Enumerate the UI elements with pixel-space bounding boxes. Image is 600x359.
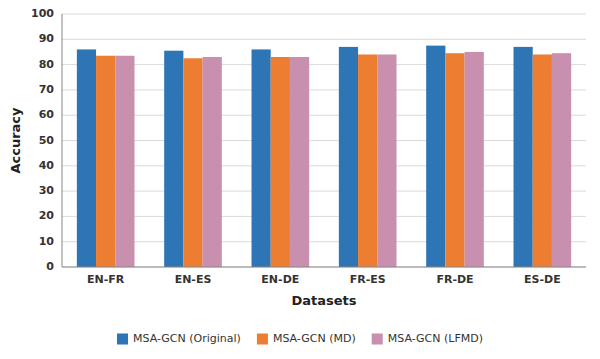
legend-label: MSA-GCN (LFMD) bbox=[388, 332, 483, 345]
x-axis-line bbox=[62, 267, 586, 268]
y-axis-line bbox=[62, 14, 63, 267]
grid-line bbox=[62, 267, 586, 268]
x-tick-label: EN-ES bbox=[175, 273, 212, 286]
bar bbox=[252, 49, 271, 267]
y-tick-label: 80 bbox=[39, 58, 55, 71]
bar bbox=[115, 56, 134, 267]
legend: MSA-GCN (Original) MSA-GCN (MD) MSA-GCN (L… bbox=[117, 332, 483, 345]
grid-line bbox=[62, 140, 586, 141]
bar bbox=[203, 57, 222, 267]
grid bbox=[62, 14, 586, 267]
grid-line bbox=[62, 191, 586, 192]
y-tick-label: 60 bbox=[39, 108, 55, 121]
legend-item: MSA-GCN (LFMD) bbox=[372, 332, 483, 345]
bar bbox=[96, 56, 115, 267]
bar bbox=[183, 58, 202, 267]
y-tick-label: 50 bbox=[39, 134, 55, 147]
y-tick-label: 10 bbox=[39, 235, 55, 248]
y-tick-label: 30 bbox=[39, 184, 55, 197]
bar bbox=[377, 54, 396, 267]
legend-swatch bbox=[257, 334, 268, 345]
grid-line bbox=[62, 89, 586, 90]
grid-line bbox=[62, 165, 586, 166]
bar bbox=[271, 57, 290, 267]
y-tick-label: 0 bbox=[46, 260, 54, 273]
bar bbox=[533, 54, 552, 267]
x-tick-label: EN-DE bbox=[261, 273, 299, 286]
x-tick-label: EN-FR bbox=[87, 273, 125, 286]
grid-line bbox=[62, 14, 586, 15]
x-axis-label: Datasets bbox=[291, 293, 356, 308]
bar bbox=[552, 53, 571, 267]
grid-line bbox=[62, 39, 586, 40]
bars bbox=[77, 46, 571, 267]
y-tick-label: 20 bbox=[39, 209, 55, 222]
bar bbox=[358, 54, 377, 267]
x-tick-label: FR-ES bbox=[350, 273, 386, 286]
grid-line bbox=[62, 115, 586, 116]
bar bbox=[339, 47, 358, 267]
y-axis-label: Accuracy bbox=[8, 107, 23, 174]
grid-line bbox=[62, 64, 586, 65]
bar bbox=[164, 51, 183, 267]
legend-item: MSA-GCN (Original) bbox=[117, 332, 241, 345]
legend-swatch bbox=[117, 334, 128, 345]
x-tick-label: ES-DE bbox=[524, 273, 561, 286]
legend-label: MSA-GCN (Original) bbox=[133, 332, 241, 345]
chart: 0 10 20 30 40 50 60 70 80 90 100 EN-FR EN-ES EN-DE FR-… bbox=[0, 0, 600, 359]
grid-line bbox=[62, 216, 586, 217]
legend-swatch bbox=[372, 334, 383, 345]
bar bbox=[290, 57, 309, 267]
legend-label: MSA-GCN (MD) bbox=[273, 332, 356, 345]
bar bbox=[514, 47, 533, 267]
y-tick-label: 100 bbox=[31, 7, 54, 20]
bar bbox=[77, 49, 96, 267]
legend-item: MSA-GCN (MD) bbox=[257, 332, 356, 345]
grid-line bbox=[62, 241, 586, 242]
bar bbox=[426, 46, 445, 267]
x-tick-label: FR-DE bbox=[436, 273, 473, 286]
y-tick-label: 90 bbox=[39, 32, 55, 45]
bar bbox=[465, 52, 484, 267]
bar bbox=[445, 53, 464, 267]
y-tick-label: 40 bbox=[39, 159, 55, 172]
y-tick-label: 70 bbox=[39, 83, 55, 96]
